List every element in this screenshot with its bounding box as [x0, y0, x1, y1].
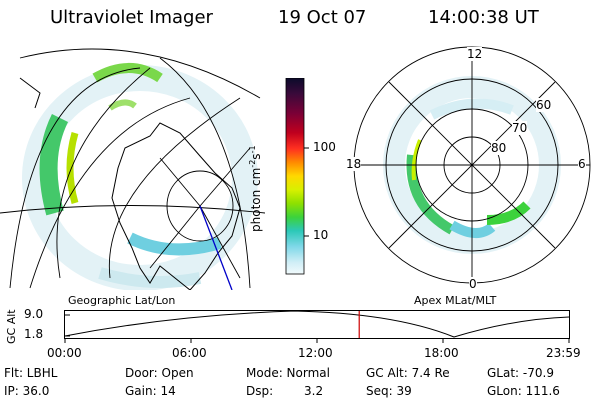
colorbar-unit-label: photon cm-2s-1: [248, 145, 263, 232]
instrument-title: Ultraviolet Imager: [50, 7, 213, 28]
aurora-emission: [98, 267, 202, 288]
door-info: Door: Open: [125, 366, 194, 380]
longitude-line: [56, 67, 151, 279]
unit-exponent: -2: [248, 159, 257, 168]
filter-info: Flt: LBHL: [4, 366, 58, 380]
aurora-emission: [449, 220, 496, 238]
altitude-plot: [64, 310, 570, 343]
ip-info: IP: 36.0: [4, 384, 50, 398]
meridian-line: [149, 205, 201, 269]
aurora-emission: [66, 132, 79, 204]
lat-label-60: 60: [536, 98, 552, 112]
glon-info: GLon: 111.6: [487, 384, 560, 398]
polar-map: [353, 46, 591, 284]
lat-label-70: 70: [512, 121, 528, 135]
mlt-label-12: 12: [467, 47, 483, 61]
altitude-curve: [64, 310, 570, 338]
right-map-caption: Apex MLat/MLT: [414, 294, 497, 307]
aurora-emission: [411, 139, 422, 181]
longitude-line: [108, 97, 241, 279]
dsp-value: 3.2: [304, 384, 324, 398]
latitude-line: [19, 48, 261, 99]
latitude-line: [9, 67, 141, 289]
dsp-label: Dsp:: [246, 384, 274, 398]
x-tick-label: 06:00: [172, 346, 207, 360]
date-label: 19 Oct 07: [278, 7, 367, 28]
x-tick-label: 12:00: [298, 346, 333, 360]
latitude-line: [0, 205, 265, 214]
aurora-emission: [39, 113, 69, 216]
altitude-ytick: 1.8: [24, 327, 44, 341]
unit-exponent: -1: [248, 145, 257, 154]
gain-info: Gain: 14: [125, 384, 176, 398]
unit-text: s: [249, 153, 263, 160]
altitude-ylabel: GC Alt: [5, 309, 18, 344]
altitude-ytick: 9.0: [24, 307, 44, 321]
mode-info: Mode: Normal: [246, 366, 330, 380]
mlt-line: [388, 81, 556, 249]
lat-label-80: 80: [491, 141, 507, 155]
meridian-line: [199, 205, 241, 279]
x-tick-label: 23:59: [546, 346, 581, 360]
unit-text: photon cm: [249, 167, 263, 232]
gc-alt-info: GC Alt: 7.4 Re: [366, 366, 450, 380]
mlt-label-18: 18: [346, 157, 362, 171]
longitude-line: [29, 97, 191, 289]
mlt-label-0: 0: [469, 277, 477, 291]
aurora-emission: [486, 201, 531, 225]
altitude-plot-frame: [64, 310, 570, 339]
aurora-emission: [92, 63, 163, 83]
geographic-map: [0, 48, 265, 290]
time-label: 14:00:38 UT: [428, 7, 539, 28]
x-tick-label: 00:00: [47, 346, 82, 360]
aurora-emission: [108, 99, 137, 111]
left-map-caption: Geographic Lat/Lon: [68, 294, 176, 307]
colorbar: [285, 78, 309, 275]
coastline: [19, 77, 41, 109]
x-tick-label: 18:00: [424, 346, 459, 360]
meridian-line: [199, 147, 251, 207]
colorbar-tick-10: 10: [313, 228, 329, 242]
spacecraft-track-line: [199, 205, 233, 290]
seq-info: Seq: 39: [366, 384, 412, 398]
colorbar-gradient: [285, 78, 305, 275]
longitude-line: [159, 57, 251, 289]
aurora-emission: [127, 232, 222, 256]
colorbar-tick-100: 100: [313, 140, 336, 154]
meridian-line: [159, 157, 201, 207]
pole-circle: [166, 170, 234, 242]
mlt-label-6: 6: [578, 157, 586, 171]
glat-info: GLat: -70.9: [487, 366, 554, 380]
